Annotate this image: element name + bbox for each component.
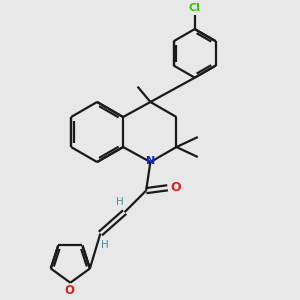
Text: N: N bbox=[146, 156, 155, 166]
Text: H: H bbox=[101, 239, 109, 250]
Text: H: H bbox=[116, 197, 124, 207]
Text: Cl: Cl bbox=[189, 4, 201, 14]
Text: O: O bbox=[65, 284, 75, 297]
Text: O: O bbox=[170, 181, 181, 194]
